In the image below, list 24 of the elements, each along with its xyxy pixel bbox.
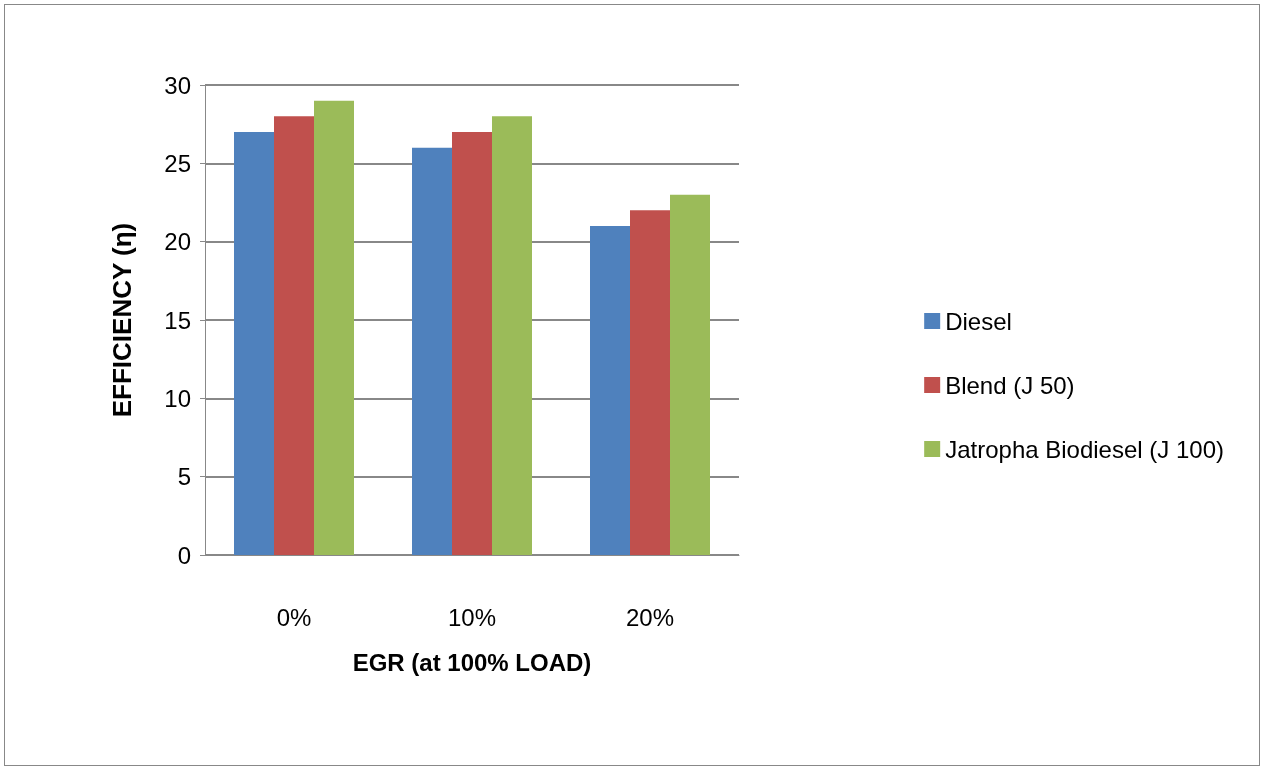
x-tick-label: 10% bbox=[447, 603, 497, 631]
bar bbox=[590, 226, 630, 555]
bar bbox=[314, 100, 354, 555]
bar bbox=[412, 147, 452, 555]
bar bbox=[274, 116, 314, 555]
y-tick-label: 25 bbox=[164, 149, 191, 177]
x-tick-label: 0% bbox=[276, 603, 312, 631]
legend-label: Blend (J 50) bbox=[945, 371, 1075, 399]
bar bbox=[492, 116, 532, 555]
y-tick-label: 0 bbox=[177, 541, 191, 569]
y-tick-label: 10 bbox=[164, 384, 191, 412]
bar bbox=[630, 210, 670, 555]
bar bbox=[452, 132, 492, 555]
y-tick-label: 30 bbox=[164, 71, 191, 99]
y-axis-title: EFFICIENCY (η) bbox=[107, 222, 137, 418]
bar bbox=[234, 132, 274, 555]
y-tick-label: 5 bbox=[177, 463, 191, 491]
x-tick-label: 20% bbox=[625, 603, 675, 631]
legend-label: Jatropha Biodiesel (J 100) bbox=[945, 435, 1224, 463]
y-tick-label: 15 bbox=[164, 306, 191, 334]
bar bbox=[670, 194, 710, 555]
legend-label: Diesel bbox=[945, 307, 1012, 335]
y-tick-label: 20 bbox=[164, 228, 191, 256]
x-axis-title: EGR (at 100% LOAD) bbox=[352, 648, 592, 676]
